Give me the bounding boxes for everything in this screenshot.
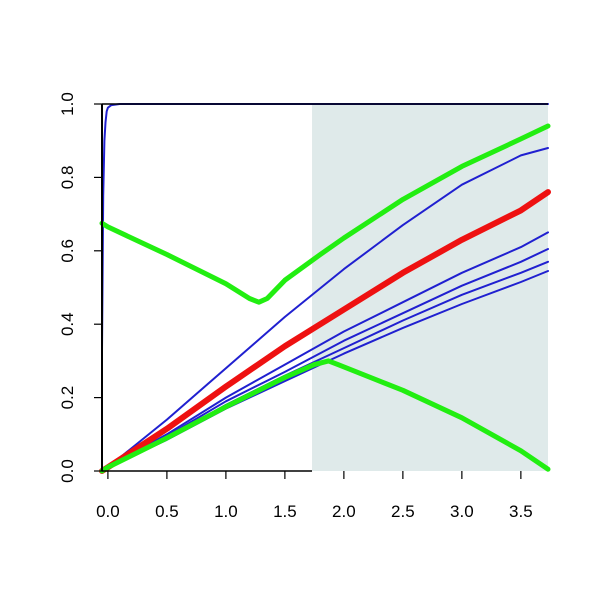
y-tick-label: 0.0 <box>58 459 77 483</box>
x-tick-label: 2.0 <box>332 502 356 521</box>
axes: 0.0 0.5 1.0 1.5 2.0 2.5 3.0 3.5 0.0 0.2 0.4 0.6 0.8 1… <box>58 92 548 521</box>
x-tick-label: 2.5 <box>391 502 415 521</box>
x-tick-label: 3.5 <box>509 502 533 521</box>
y-tick-label: 0.8 <box>58 166 77 190</box>
series-line-2 <box>101 147 549 472</box>
x-tick-label: 0.0 <box>96 502 120 521</box>
x-tick-label: 1.0 <box>214 502 238 521</box>
x-tick-label: 1.5 <box>273 502 297 521</box>
y-tick-label: 0.2 <box>58 386 77 410</box>
series-line-7 <box>99 189 551 474</box>
x-tick-label: 3.0 <box>450 502 474 521</box>
y-tick-label: 1.0 <box>58 92 77 116</box>
y-tick-label: 0.4 <box>58 312 77 336</box>
y-tick-label: 0.6 <box>58 239 77 263</box>
series-line-8 <box>99 123 551 305</box>
series-line-9 <box>99 358 551 474</box>
x-tick-label: 0.5 <box>155 502 179 521</box>
plot-area <box>99 103 551 474</box>
